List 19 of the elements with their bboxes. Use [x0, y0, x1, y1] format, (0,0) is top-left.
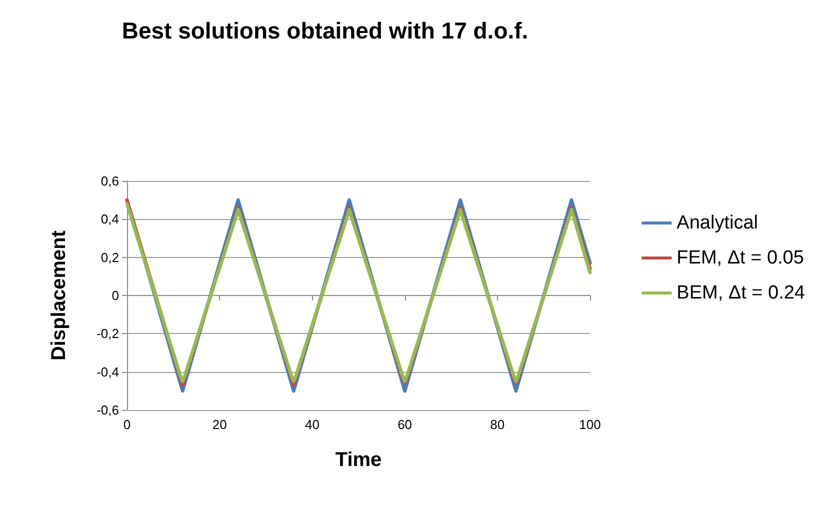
chart-title: Best solutions obtained with 17 d.o.f. — [122, 18, 528, 44]
legend-label: FEM, Δt = 0.05 — [676, 248, 804, 268]
legend-label: BEM, Δt = 0.24 — [676, 282, 806, 304]
x-tick-label: 80 — [490, 417, 505, 432]
x-tick-label: 0 — [123, 417, 131, 432]
x-tick-label: 20 — [212, 417, 227, 432]
y-tick-label: 0,6 — [100, 174, 119, 188]
x-tick-label: 40 — [304, 417, 320, 432]
legend-label: Analytical — [676, 212, 758, 234]
x-tick-label: 60 — [398, 417, 412, 432]
y-axis-title: Displacement — [48, 230, 70, 361]
x-axis-title: Time — [335, 449, 382, 471]
y-tick-label: -0,2 — [96, 326, 119, 342]
y-tick-label: 0,4 — [100, 212, 119, 227]
x-tick-label: 100 — [579, 417, 601, 432]
y-tick-label: -0,6 — [96, 402, 119, 418]
y-tick-label: 0 — [112, 288, 119, 303]
y-tick-label: 0,2 — [100, 250, 119, 265]
y-tick-label: -0,4 — [96, 364, 119, 380]
